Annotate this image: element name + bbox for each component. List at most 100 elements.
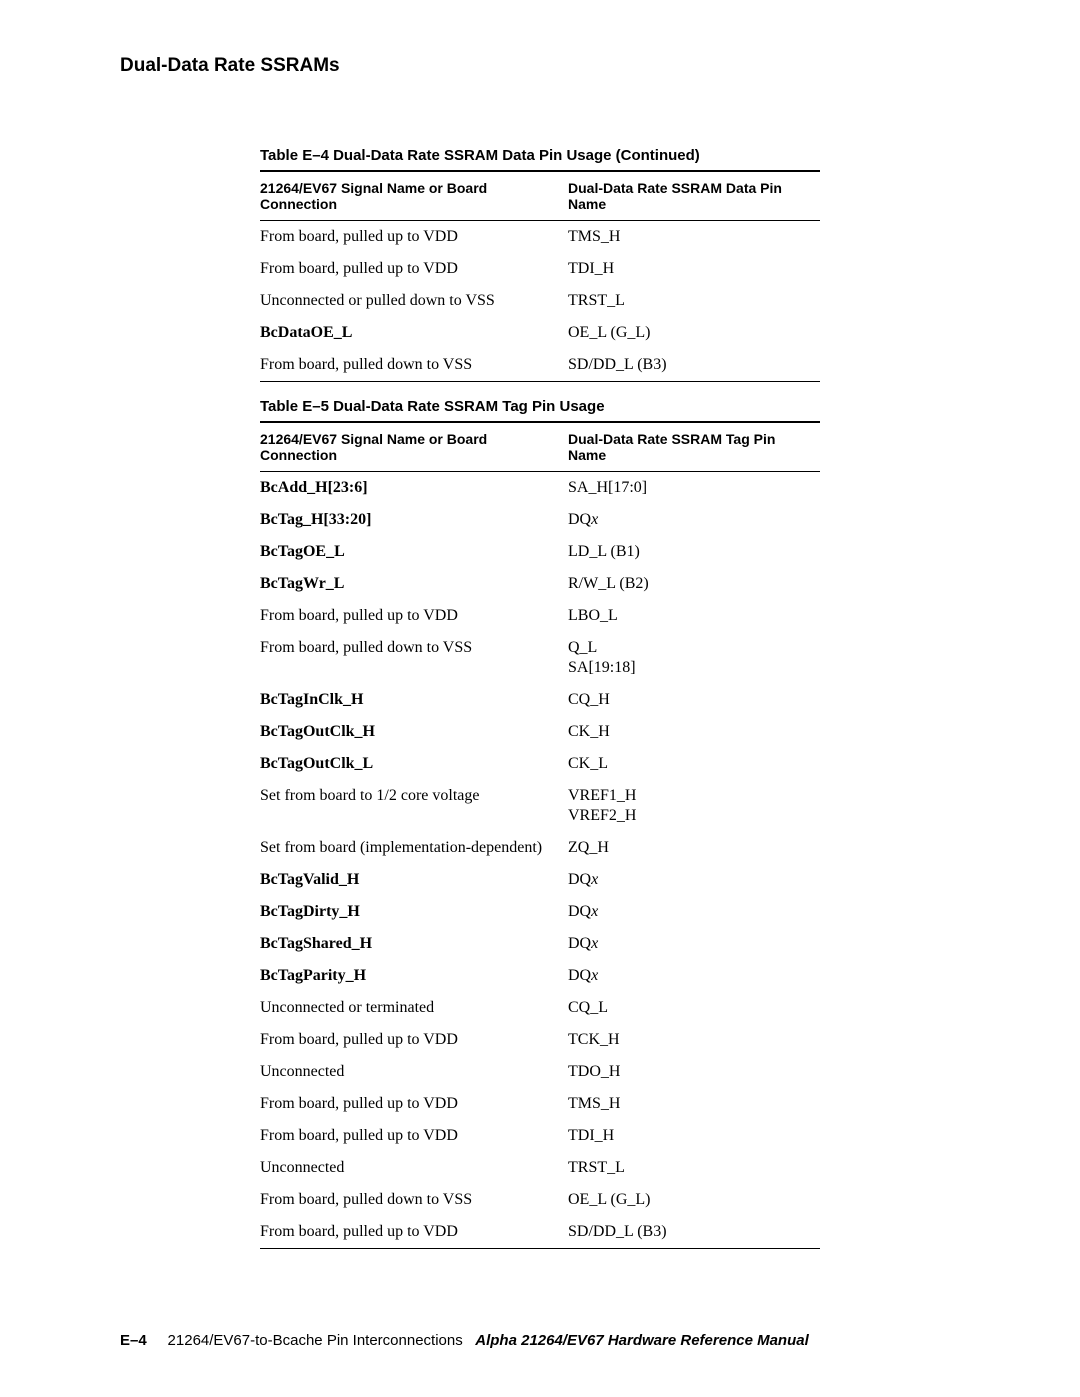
table-row: BcAdd_H[23:6]SA_H[17:0] xyxy=(260,472,820,504)
table-rule xyxy=(260,1248,820,1249)
pin-name-cell: LD_L (B1) xyxy=(568,536,820,568)
table-row: From board, pulled up to VDDLBO_L xyxy=(260,600,820,632)
table-e5-caption: Table E–5 Dual-Data Rate SSRAM Tag Pin U… xyxy=(260,398,820,415)
signal-name-cell: From board, pulled down to VSS xyxy=(260,632,568,684)
table-e5-body: BcAdd_H[23:6]SA_H[17:0]BcTag_H[33:20]DQx… xyxy=(260,472,820,1248)
pin-name-cell: DQx xyxy=(568,928,820,960)
pin-name-cell: Q_LSA[19:18] xyxy=(568,632,820,684)
pin-name-cell: CQ_L xyxy=(568,992,820,1024)
signal-name-cell: From board, pulled up to VDD xyxy=(260,1120,568,1152)
signal-name-cell: BcTagShared_H xyxy=(260,928,568,960)
table-row: BcDataOE_LOE_L (G_L) xyxy=(260,317,820,349)
table-e4-head-left: 21264/EV67 Signal Name or Board Connecti… xyxy=(260,172,568,220)
signal-name-cell: Unconnected xyxy=(260,1152,568,1184)
table-row: Unconnected or terminatedCQ_L xyxy=(260,992,820,1024)
signal-name-cell: From board, pulled down to VSS xyxy=(260,349,568,381)
signal-name-cell: BcTagOE_L xyxy=(260,536,568,568)
signal-name-cell: Unconnected xyxy=(260,1056,568,1088)
table-row: BcTagInClk_HCQ_H xyxy=(260,684,820,716)
signal-name-cell: BcTagParity_H xyxy=(260,960,568,992)
pin-name-cell: SD/DD_L (B3) xyxy=(568,1216,820,1248)
table-e5-head-right: Dual-Data Rate SSRAM Tag Pin Name xyxy=(568,423,820,471)
pin-name-cell: TRST_L xyxy=(568,285,820,317)
table-row: BcTagOutClk_LCK_L xyxy=(260,748,820,780)
pin-name-cell: LBO_L xyxy=(568,600,820,632)
signal-name-cell: BcTagOutClk_L xyxy=(260,748,568,780)
pin-name-cell: CQ_H xyxy=(568,684,820,716)
signal-name-cell: BcTagValid_H xyxy=(260,864,568,896)
section-title: Dual-Data Rate SSRAMs xyxy=(120,55,960,77)
pin-name-cell: TDI_H xyxy=(568,253,820,285)
signal-name-cell: BcDataOE_L xyxy=(260,317,568,349)
table-row: BcTagValid_HDQx xyxy=(260,864,820,896)
table-row: Unconnected or pulled down to VSSTRST_L xyxy=(260,285,820,317)
table-e4-body: From board, pulled up to VDDTMS_HFrom bo… xyxy=(260,221,820,381)
pin-name-cell: TRST_L xyxy=(568,1152,820,1184)
signal-name-cell: From board, pulled up to VDD xyxy=(260,600,568,632)
pin-name-cell: TMS_H xyxy=(568,221,820,253)
pin-name-cell: VREF1_HVREF2_H xyxy=(568,780,820,832)
table-row: BcTagOE_LLD_L (B1) xyxy=(260,536,820,568)
signal-name-cell: Set from board to 1/2 core voltage xyxy=(260,780,568,832)
signal-name-cell: BcTagInClk_H xyxy=(260,684,568,716)
table-row: Set from board to 1/2 core voltageVREF1_… xyxy=(260,780,820,832)
signal-name-cell: From board, pulled down to VSS xyxy=(260,1184,568,1216)
signal-name-cell: BcTagOutClk_H xyxy=(260,716,568,748)
table-row: Set from board (implementation-dependent… xyxy=(260,832,820,864)
pin-name-cell: DQx xyxy=(568,864,820,896)
table-e5-head-left: 21264/EV67 Signal Name or Board Connecti… xyxy=(260,423,568,471)
table-row: From board, pulled up to VDDTMS_H xyxy=(260,1088,820,1120)
signal-name-cell: From board, pulled up to VDD xyxy=(260,1088,568,1120)
page-footer: E–4 21264/EV67-to-Bcache Pin Interconnec… xyxy=(120,1332,960,1349)
pin-name-cell: DQx xyxy=(568,504,820,536)
pin-name-cell: TDI_H xyxy=(568,1120,820,1152)
pin-name-cell: OE_L (G_L) xyxy=(568,317,820,349)
table-row: BcTag_H[33:20]DQx xyxy=(260,504,820,536)
footer-page-number: E–4 xyxy=(120,1332,147,1349)
pin-name-cell: CK_L xyxy=(568,748,820,780)
pin-name-cell: SA_H[17:0] xyxy=(568,472,820,504)
table-e5-table: 21264/EV67 Signal Name or Board Connecti… xyxy=(260,423,820,471)
signal-name-cell: Set from board (implementation-dependent… xyxy=(260,832,568,864)
pin-name-cell: TMS_H xyxy=(568,1088,820,1120)
table-row: From board, pulled down to VSSSD/DD_L (B… xyxy=(260,349,820,381)
table-row: From board, pulled up to VDDSD/DD_L (B3) xyxy=(260,1216,820,1248)
signal-name-cell: From board, pulled up to VDD xyxy=(260,221,568,253)
signal-name-cell: Unconnected or pulled down to VSS xyxy=(260,285,568,317)
table-row: From board, pulled up to VDDTCK_H xyxy=(260,1024,820,1056)
table-row: BcTagParity_HDQx xyxy=(260,960,820,992)
pin-name-cell: DQx xyxy=(568,896,820,928)
signal-name-cell: BcTagDirty_H xyxy=(260,896,568,928)
table-row: BcTagShared_HDQx xyxy=(260,928,820,960)
pin-name-cell: DQx xyxy=(568,960,820,992)
table-row: BcTagDirty_HDQx xyxy=(260,896,820,928)
pin-name-cell: CK_H xyxy=(568,716,820,748)
signal-name-cell: BcTag_H[33:20] xyxy=(260,504,568,536)
table-e4-head-right: Dual-Data Rate SSRAM Data Pin Name xyxy=(568,172,820,220)
pin-name-cell: TCK_H xyxy=(568,1024,820,1056)
table-row: From board, pulled down to VSSQ_LSA[19:1… xyxy=(260,632,820,684)
table-e4: Table E–4 Dual-Data Rate SSRAM Data Pin … xyxy=(260,147,820,382)
table-e4-table: 21264/EV67 Signal Name or Board Connecti… xyxy=(260,172,820,220)
table-row: UnconnectedTDO_H xyxy=(260,1056,820,1088)
signal-name-cell: From board, pulled up to VDD xyxy=(260,1216,568,1248)
pin-name-cell: R/W_L (B2) xyxy=(568,568,820,600)
pin-name-cell: ZQ_H xyxy=(568,832,820,864)
pin-name-cell: SD/DD_L (B3) xyxy=(568,349,820,381)
table-row: From board, pulled down to VSSOE_L (G_L) xyxy=(260,1184,820,1216)
footer-manual-title: Alpha 21264/EV67 Hardware Reference Manu… xyxy=(475,1332,809,1349)
table-row: From board, pulled up to VDDTDI_H xyxy=(260,253,820,285)
footer-section-title: 21264/EV67-to-Bcache Pin Interconnection… xyxy=(168,1332,463,1349)
table-row: BcTagOutClk_HCK_H xyxy=(260,716,820,748)
table-e5: Table E–5 Dual-Data Rate SSRAM Tag Pin U… xyxy=(260,398,820,1249)
signal-name-cell: BcTagWr_L xyxy=(260,568,568,600)
pin-name-cell: TDO_H xyxy=(568,1056,820,1088)
signal-name-cell: BcAdd_H[23:6] xyxy=(260,472,568,504)
signal-name-cell: From board, pulled up to VDD xyxy=(260,1024,568,1056)
signal-name-cell: Unconnected or terminated xyxy=(260,992,568,1024)
table-e4-caption: Table E–4 Dual-Data Rate SSRAM Data Pin … xyxy=(260,147,820,164)
table-row: From board, pulled up to VDDTDI_H xyxy=(260,1120,820,1152)
table-row: From board, pulled up to VDDTMS_H xyxy=(260,221,820,253)
signal-name-cell: From board, pulled up to VDD xyxy=(260,253,568,285)
pin-name-cell: OE_L (G_L) xyxy=(568,1184,820,1216)
